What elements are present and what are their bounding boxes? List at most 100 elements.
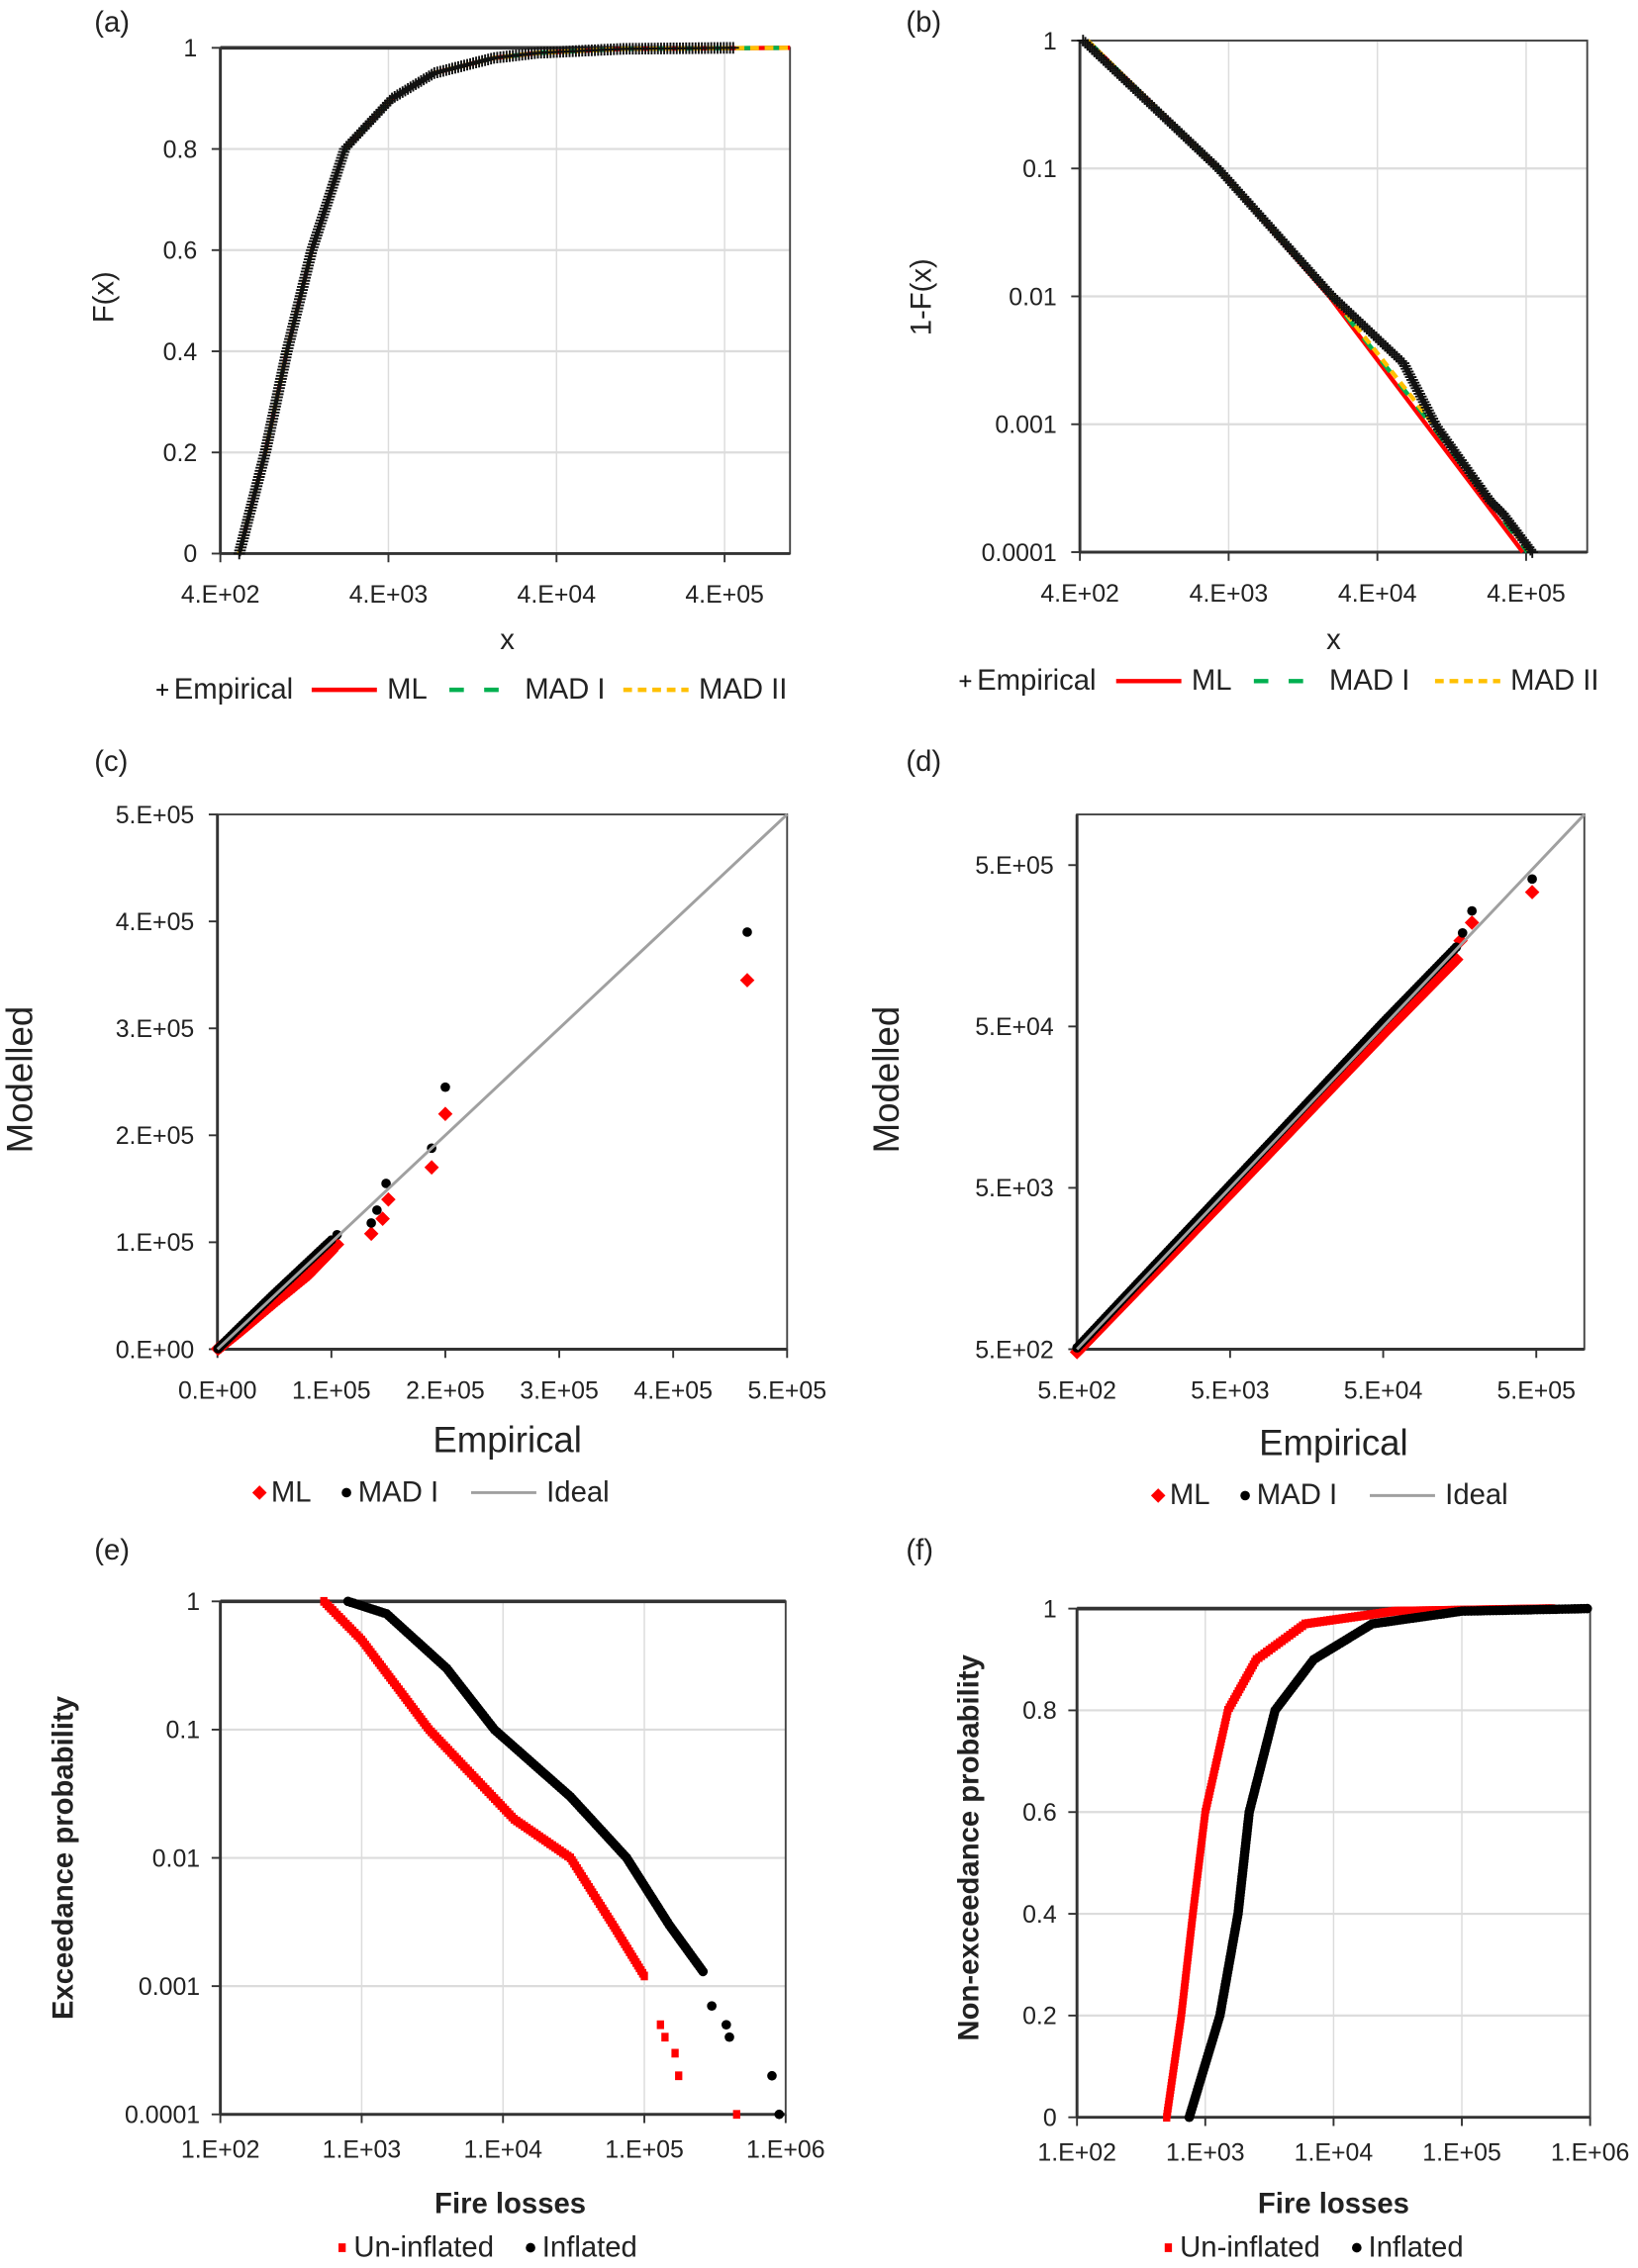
x-axis-title: Fire losses: [1258, 2187, 1409, 2220]
legend-swatch: [1240, 1490, 1250, 1501]
legend-swatch: [526, 2242, 535, 2253]
legend-item: ML: [1150, 1478, 1210, 1511]
data-point: [1422, 404, 1434, 417]
legend-swatch: [1352, 2242, 1362, 2253]
x-tick-label: 1.E+05: [605, 2136, 684, 2164]
series-inflated: [1184, 1603, 1592, 2123]
legend-label: ML: [1170, 1478, 1210, 1511]
y-axis-title: Modelled: [866, 1006, 907, 1154]
x-tick-label: 1.E+04: [463, 2136, 542, 2164]
series-un-inflated: [656, 2020, 740, 2120]
legend-swatch: [156, 684, 168, 696]
x-tick-label: 4.E+03: [1190, 580, 1269, 608]
data-point: [1411, 385, 1424, 397]
series-ml: [330, 973, 755, 1252]
legend-label: MAD I: [358, 1475, 438, 1508]
x-tick-label: 1.E+02: [181, 2136, 260, 2164]
data-point: [1426, 413, 1439, 425]
y-tick-label: 0.001: [995, 412, 1056, 439]
x-axis-title: x: [1326, 623, 1341, 656]
series-mad-i: [1457, 874, 1537, 938]
data-point: [1406, 374, 1418, 386]
data-point: [335, 154, 347, 167]
series-line: [237, 46, 791, 555]
data-point: [742, 927, 752, 937]
x-axis-title: x: [500, 623, 515, 656]
data-point: [317, 208, 330, 221]
data-point: [1457, 927, 1468, 938]
panel-label: (e): [94, 1534, 130, 1566]
data-point: [1403, 368, 1415, 381]
legend-item: ML: [1115, 664, 1232, 697]
y-tick-label: 0.001: [139, 1973, 200, 2001]
legend-swatch: [959, 675, 972, 688]
x-tick-label: 1.E+03: [1166, 2139, 1245, 2167]
y-tick-label: 0.E+00: [116, 1336, 195, 1364]
data-point: [326, 181, 338, 194]
data-point: [1397, 357, 1410, 369]
series-inflated: [342, 1596, 709, 1977]
legend-label: Un-inflated: [353, 2230, 494, 2263]
legend-label: ML: [271, 1475, 312, 1508]
chart-panel-c: 0.E+00 1.E+05 2.E+05 3.E+05 4.E+05 5.E+05 0.E+…: [0, 745, 826, 1508]
data-point: [1526, 546, 1539, 558]
data-point: [707, 2001, 717, 2012]
x-tick-label: 1.E+02: [1037, 2139, 1116, 2167]
data-point: [330, 169, 342, 182]
y-tick-label: 0.01: [1009, 283, 1056, 311]
data-point: [1424, 410, 1437, 423]
data-point: [324, 187, 337, 200]
data-point: [331, 166, 343, 179]
data-point: [332, 163, 344, 176]
data-point: [661, 2032, 669, 2042]
data-point: [325, 184, 337, 197]
chart-panel-d: 5.E+02 5.E+03 5.E+04 5.E+05 5.E+02 5.E+03 5.E+…: [866, 745, 1586, 1511]
y-tick-label: 5.E+04: [975, 1013, 1054, 1041]
x-tick-label: 4.E+05: [685, 581, 764, 609]
data-point: [318, 205, 331, 218]
legend-swatch: [341, 1487, 351, 1498]
x-tick-label: 1.E+03: [323, 2136, 402, 2164]
x-axis-title: Fire losses: [434, 2187, 586, 2220]
series-ideal: [1076, 813, 1586, 1351]
y-tick-label: 0: [183, 540, 197, 568]
legend-item: Un-inflated: [338, 2230, 494, 2263]
y-tick-label: 5.E+03: [975, 1175, 1054, 1202]
legend-label: Empirical: [174, 673, 293, 706]
series-line: [1076, 813, 1586, 1351]
data-point: [671, 2048, 679, 2058]
legend: ML MAD I Ideal: [251, 1475, 610, 1508]
x-tick-label: 1.E+05: [292, 1376, 371, 1404]
legend-swatch: [1164, 2243, 1173, 2252]
legend-item: ML: [251, 1475, 312, 1508]
data-point: [375, 1211, 390, 1226]
series-un-inflated: [1163, 1604, 1556, 2123]
data-point: [721, 2020, 731, 2030]
data-point: [381, 1179, 391, 1188]
legend-item: MAD I: [341, 1475, 438, 1508]
data-point: [1413, 388, 1426, 400]
y-tick-label: 3.E+05: [116, 1015, 195, 1043]
legend: Empirical ML MAD I MAD II: [959, 664, 1599, 697]
legend-label: Ideal: [1445, 1478, 1508, 1511]
series-ml: [237, 46, 791, 555]
data-point: [327, 178, 339, 191]
data-point: [321, 196, 334, 209]
legend-item: MAD I: [1240, 1478, 1337, 1511]
data-point: [1417, 396, 1430, 409]
y-tick-label: 5.E+02: [975, 1336, 1054, 1364]
data-point: [1401, 365, 1414, 378]
y-tick-label: 5.E+05: [116, 802, 195, 829]
series-mad-i: [332, 927, 752, 1240]
series-mad-ii: [237, 46, 791, 555]
data-point: [319, 202, 332, 215]
y-tick-label: 1.E+05: [116, 1229, 195, 1257]
legend: Un-inflated Inflated: [338, 2230, 637, 2263]
data-point: [1398, 360, 1411, 372]
data-point: [424, 1160, 439, 1176]
x-tick-label: 4.E+05: [633, 1376, 713, 1404]
legend-label: MAD II: [1510, 664, 1598, 697]
y-tick-label: 1: [186, 1588, 200, 1616]
legend-item: Inflated: [526, 2230, 637, 2263]
series-line: [216, 813, 789, 1351]
